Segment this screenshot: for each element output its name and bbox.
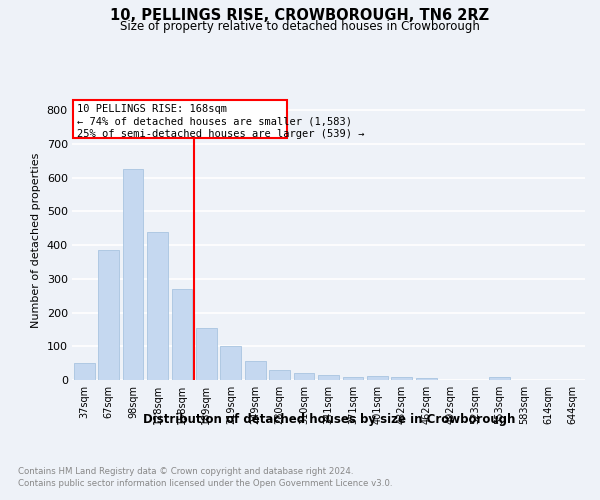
Text: ← 74% of detached houses are smaller (1,583): ← 74% of detached houses are smaller (1,… [77, 116, 352, 126]
Bar [172, 289, 193, 380]
Bar [147, 232, 168, 380]
Bar [293, 374, 314, 380]
Text: 25% of semi-detached houses are larger (539) →: 25% of semi-detached houses are larger (… [77, 129, 364, 139]
Text: Contains HM Land Registry data © Crown copyright and database right 2024.: Contains HM Land Registry data © Crown c… [18, 468, 353, 476]
Bar [74, 363, 95, 380]
Bar [269, 370, 290, 380]
Text: Size of property relative to detached houses in Crowborough: Size of property relative to detached ho… [120, 20, 480, 33]
Bar [196, 328, 217, 380]
Bar [489, 378, 510, 380]
Bar [122, 169, 143, 380]
Bar [391, 376, 412, 380]
Text: Distribution of detached houses by size in Crowborough: Distribution of detached houses by size … [143, 412, 515, 426]
Text: Contains public sector information licensed under the Open Government Licence v3: Contains public sector information licen… [18, 479, 392, 488]
Bar [73, 100, 287, 138]
Bar [416, 378, 437, 380]
Bar [343, 376, 364, 380]
Bar [318, 375, 339, 380]
Bar [220, 346, 241, 380]
Bar [98, 250, 119, 380]
Text: 10 PELLINGS RISE: 168sqm: 10 PELLINGS RISE: 168sqm [77, 104, 227, 114]
Bar [367, 376, 388, 380]
Bar [245, 362, 266, 380]
Text: 10, PELLINGS RISE, CROWBOROUGH, TN6 2RZ: 10, PELLINGS RISE, CROWBOROUGH, TN6 2RZ [110, 8, 490, 22]
Y-axis label: Number of detached properties: Number of detached properties [31, 152, 41, 328]
